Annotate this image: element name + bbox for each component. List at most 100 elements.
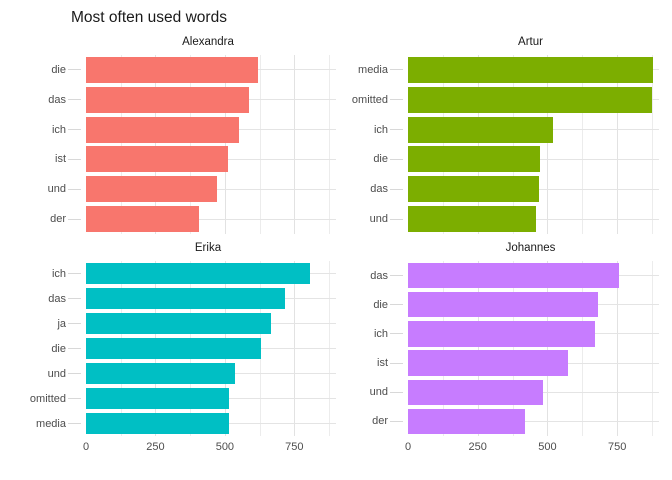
- bar-row-ja: [68, 311, 336, 336]
- bar-rows: [68, 55, 336, 234]
- bar-row-das: [68, 286, 336, 311]
- y-axis-label-omitted: omitted: [29, 392, 66, 405]
- bar-row-die: [68, 336, 336, 361]
- gridline-major-y: [86, 218, 336, 220]
- x-axis-tick-label-750: 750: [285, 441, 304, 453]
- x-axis-tick-label-0: 0: [82, 441, 90, 453]
- y-axis-tick: [68, 188, 81, 190]
- y-axis-labels: ich das ja die und omitted media: [0, 261, 80, 436]
- bar-row-und: [390, 378, 659, 407]
- bar-artur-media: [408, 56, 654, 83]
- gridline-minor-x-375: [190, 55, 192, 234]
- y-axis-label-und: und: [369, 386, 388, 399]
- gridline-minor-x-625: [582, 55, 584, 234]
- bar-row-omitted: [390, 85, 659, 115]
- y-axis-tick: [68, 348, 81, 349]
- bar-alexandra-die: [86, 56, 259, 83]
- y-axis-labels: das die ich ist und der: [336, 261, 402, 436]
- y-axis-tick: [390, 99, 403, 101]
- gridline-major-x-250: [477, 55, 479, 234]
- y-axis-label-die: die: [51, 63, 66, 76]
- bar-erika-die: [86, 337, 261, 360]
- bar-alexandra-ich: [86, 116, 239, 143]
- bar-row-omitted: [68, 386, 336, 411]
- bar-row-media: [68, 411, 336, 436]
- bar-alexandra-das: [86, 86, 249, 113]
- y-axis-tick: [68, 273, 81, 274]
- x-axis-tick-label-500: 500: [215, 441, 235, 453]
- gridline-minor-x-125: [120, 55, 122, 234]
- bar-row-die: [390, 144, 659, 174]
- y-axis-tick: [68, 398, 81, 399]
- y-axis-tick: [68, 423, 81, 424]
- bar-alexandra-der: [86, 206, 199, 233]
- x-axis: 0 250 500 750: [80, 436, 336, 460]
- y-axis-label-ist: ist: [377, 357, 388, 370]
- bar-row-ich: [390, 115, 659, 145]
- bar-row-der: [68, 204, 336, 234]
- y-axis-label-ich: ich: [51, 267, 66, 280]
- panel-johannes: [390, 261, 659, 436]
- bar-row-media: [390, 55, 659, 85]
- gridline-minor-x-875: [329, 55, 331, 234]
- bar-erika-das: [86, 287, 285, 310]
- gridline-major-x-750: [617, 261, 619, 436]
- y-axis-label-der: der: [50, 213, 66, 226]
- bar-artur-ich: [408, 116, 554, 143]
- panel-alexandra: [68, 55, 336, 234]
- y-axis-label-das: das: [48, 292, 66, 305]
- y-axis-tick: [390, 333, 403, 335]
- bar-erika-omitted: [86, 387, 230, 410]
- y-axis-tick: [390, 362, 403, 364]
- y-axis-tick: [68, 218, 81, 220]
- bar-row-das: [68, 85, 336, 115]
- facet-grid: Alexandra die das ich ist und der Artur media…: [0, 28, 672, 460]
- bar-row-ist: [68, 144, 336, 174]
- gridline-major-x-500: [224, 55, 226, 234]
- bar-johannes-das: [408, 262, 619, 289]
- gridline-minor-x-125: [442, 55, 444, 234]
- y-axis-tick: [390, 188, 403, 190]
- x-axis-tick-label-250: 250: [468, 441, 487, 453]
- bar-artur-das: [408, 176, 539, 203]
- gridline-major-x-250: [477, 261, 479, 436]
- y-axis-tick: [68, 158, 81, 160]
- gridline-minor-x-625: [582, 261, 584, 436]
- bar-johannes-die: [408, 292, 598, 318]
- facet-strip-label: Alexandra: [182, 35, 234, 48]
- x-axis: 0 250 500 750: [402, 436, 659, 460]
- gridline-major-y: [408, 420, 659, 422]
- y-axis-label-ich: ich: [373, 123, 388, 136]
- y-axis-tick: [390, 275, 403, 277]
- bar-row-und: [68, 174, 336, 204]
- y-axis-label-der: der: [372, 415, 388, 428]
- bar-johannes-und: [408, 379, 544, 405]
- bar-row-die: [68, 55, 336, 85]
- y-axis-label-ist: ist: [55, 153, 66, 166]
- bar-rows: [390, 55, 659, 234]
- bar-row-und: [390, 204, 659, 234]
- facet-johannes: Johannes das die ich ist und der 0 250 500 750: [336, 234, 672, 460]
- bar-erika-media: [86, 412, 230, 435]
- y-axis-tick: [68, 69, 81, 71]
- bar-erika-und: [86, 362, 235, 385]
- bar-rows: [68, 261, 336, 436]
- gridline-minor-x-125: [442, 261, 444, 436]
- gridline-minor-x-875: [652, 55, 654, 234]
- panel-erika: [68, 261, 336, 436]
- y-axis-label-und: und: [47, 183, 66, 196]
- bar-artur-die: [408, 146, 540, 173]
- bar-row-das: [390, 261, 659, 290]
- y-axis-labels: die das ich ist und der: [0, 55, 80, 234]
- y-axis-label-die: die: [51, 342, 66, 355]
- y-axis-tick: [390, 69, 403, 71]
- bar-erika-ich: [86, 262, 310, 285]
- bar-row-das: [390, 174, 659, 204]
- gridline-minor-x-875: [652, 261, 654, 436]
- gridline-major-x-500: [547, 261, 549, 436]
- bar-erika-ja: [86, 312, 271, 335]
- y-axis-tick: [390, 158, 403, 160]
- gridline-minor-x-375: [512, 55, 514, 234]
- y-axis-label-das: das: [370, 183, 388, 196]
- facet-erika: Erika ich das ja die und omitted media 0 250 500…: [0, 234, 336, 460]
